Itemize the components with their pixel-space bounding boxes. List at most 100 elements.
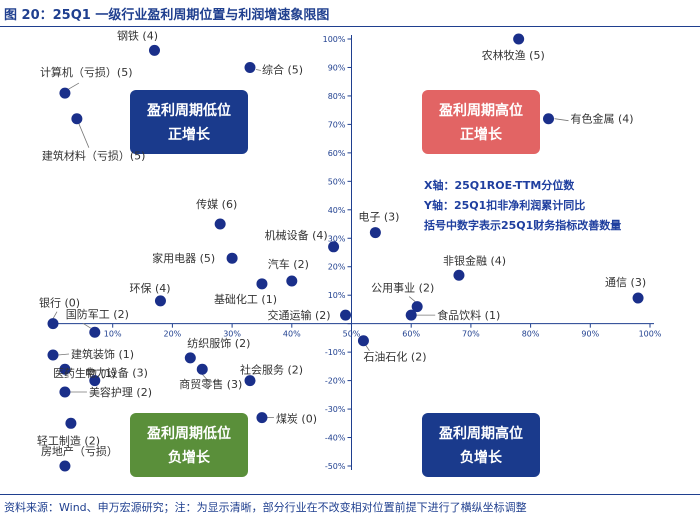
y-tick-label: -50% [325, 462, 346, 471]
point-label: 国防军工 (2) [66, 307, 129, 321]
y-tick-label: 30% [328, 234, 346, 243]
leader-line [408, 296, 416, 302]
point-24 [59, 363, 71, 375]
x-tick-label: 80% [522, 330, 540, 339]
y-tick-label: 20% [328, 263, 346, 272]
point-19 [47, 318, 59, 330]
quadrant-box-high-pos [422, 90, 540, 154]
point-label: 通信 (3) [605, 276, 646, 289]
point-label: 房地产（亏损） [41, 444, 118, 458]
point-13 [256, 278, 268, 290]
point-label: 银行 (0) [39, 296, 80, 310]
point-label: 公用事业 (2) [371, 282, 434, 295]
point-30 [65, 417, 77, 429]
point-21 [357, 335, 369, 347]
point-16 [411, 301, 423, 313]
y-tick-label: -40% [325, 434, 346, 443]
point-label: 医药生物 (1) [53, 366, 116, 380]
leader-line [66, 82, 80, 91]
source-note: 资料来源：Wind、申万宏源研究；注：为显示清晰，部分行业在不改变相对位置前提下… [4, 501, 527, 514]
point-label: 煤炭 (0) [276, 413, 317, 426]
point-14 [154, 295, 166, 307]
point-label: 基础化工 (1) [214, 292, 277, 306]
point-27 [244, 375, 256, 387]
point-label: 石油石化 (2) [363, 350, 426, 364]
point-22 [184, 352, 196, 364]
x-tick-label: 10% [104, 330, 122, 339]
x-tick-label: 40% [283, 330, 301, 339]
quadrant-title-low-pos: 盈利周期低位 [146, 102, 231, 119]
point-31 [59, 460, 71, 472]
x-tick-label: 60% [402, 330, 420, 339]
y-tick-label: 90% [328, 63, 346, 72]
leader-line [255, 69, 262, 71]
point-label: 非银金融 (4) [443, 253, 506, 267]
leader-line [78, 123, 90, 148]
point-label: 汽车 (2) [268, 257, 309, 271]
point-9 [328, 241, 340, 253]
point-29 [256, 412, 268, 424]
x-tick-label: 70% [462, 330, 480, 339]
point-label: 轻工制造 (2) [37, 433, 100, 447]
quadrant-box-high-neg [422, 413, 540, 477]
point-label: 社会服务 (2) [240, 363, 303, 377]
point-25 [196, 363, 208, 375]
y-tick-label: 80% [328, 92, 346, 101]
y-tick-label: -20% [325, 377, 346, 386]
title-bar: 图 20：25Q1 一级行业盈利周期位置与利润增速象限图 [0, 0, 700, 27]
point-label: 机械设备 (4) [265, 228, 328, 242]
leader-line [365, 344, 370, 351]
axis-note: Y轴：25Q1扣非净利润累计同比 [423, 198, 585, 212]
leader-line [554, 118, 569, 122]
y-tick-label: 40% [328, 206, 346, 215]
point-label: 食品饮料 (1) [437, 308, 500, 322]
x-tick-label: 90% [581, 330, 599, 339]
leader-line [82, 322, 92, 329]
x-tick-label: 30% [223, 330, 241, 339]
point-label: 电力设备 (3) [85, 366, 148, 380]
x-tick-label: 100% [639, 330, 662, 339]
point-3 [244, 61, 256, 73]
point-label: 建筑装饰 (1) [71, 347, 134, 361]
point-label: 交通运输 (2) [268, 308, 331, 322]
point-8 [369, 227, 381, 239]
point-label: 商贸零售 (3) [179, 377, 242, 391]
point-label: 计算机（亏损）(5) [40, 65, 133, 79]
point-label: 钢铁 (4) [117, 29, 158, 42]
x-tick-label: 20% [164, 330, 182, 339]
quadrant-subtitle-low-neg: 负增长 [168, 449, 211, 466]
point-4 [59, 87, 71, 99]
y-tick-label: 100% [323, 35, 346, 44]
point-label: 环保 (4) [129, 281, 170, 295]
point-28 [59, 386, 71, 398]
x-tick-label: 50% [343, 330, 361, 339]
quadrant-subtitle-high-pos: 正增长 [460, 126, 503, 143]
point-label: 纺织服饰 (2) [187, 336, 250, 350]
point-20 [89, 326, 101, 338]
point-26 [89, 375, 101, 387]
point-label: 电子 (3) [358, 211, 399, 224]
figure-title: 图 20：25Q1 一级行业盈利周期位置与利润增速象限图 [4, 8, 330, 23]
quadrant-subtitle-low-pos: 正增长 [168, 126, 211, 143]
quadrant-box-low-neg [130, 413, 248, 477]
point-label: 综合 (5) [262, 62, 303, 76]
quadrant-title-low-neg: 盈利周期低位 [146, 425, 231, 442]
point-17 [340, 309, 352, 321]
point-23 [47, 349, 59, 361]
y-tick-label: -30% [325, 405, 346, 414]
point-6 [543, 113, 555, 125]
point-label: 有色金属 (4) [571, 112, 634, 126]
quadrant-title-high-neg: 盈利周期高位 [438, 425, 523, 442]
point-18 [405, 309, 417, 321]
point-label: 美容护理 (2) [89, 385, 152, 399]
leader-line [57, 353, 70, 356]
leader-line [52, 311, 58, 319]
footer-divider [0, 494, 700, 495]
y-tick-label: 70% [328, 120, 346, 129]
point-10 [226, 252, 238, 264]
quadrant-title-high-pos: 盈利周期高位 [438, 102, 523, 119]
axis-note: 括号中数字表示25Q1财务指标改善数量 [424, 218, 621, 232]
point-15 [632, 292, 644, 304]
y-tick-label: -10% [325, 348, 346, 357]
